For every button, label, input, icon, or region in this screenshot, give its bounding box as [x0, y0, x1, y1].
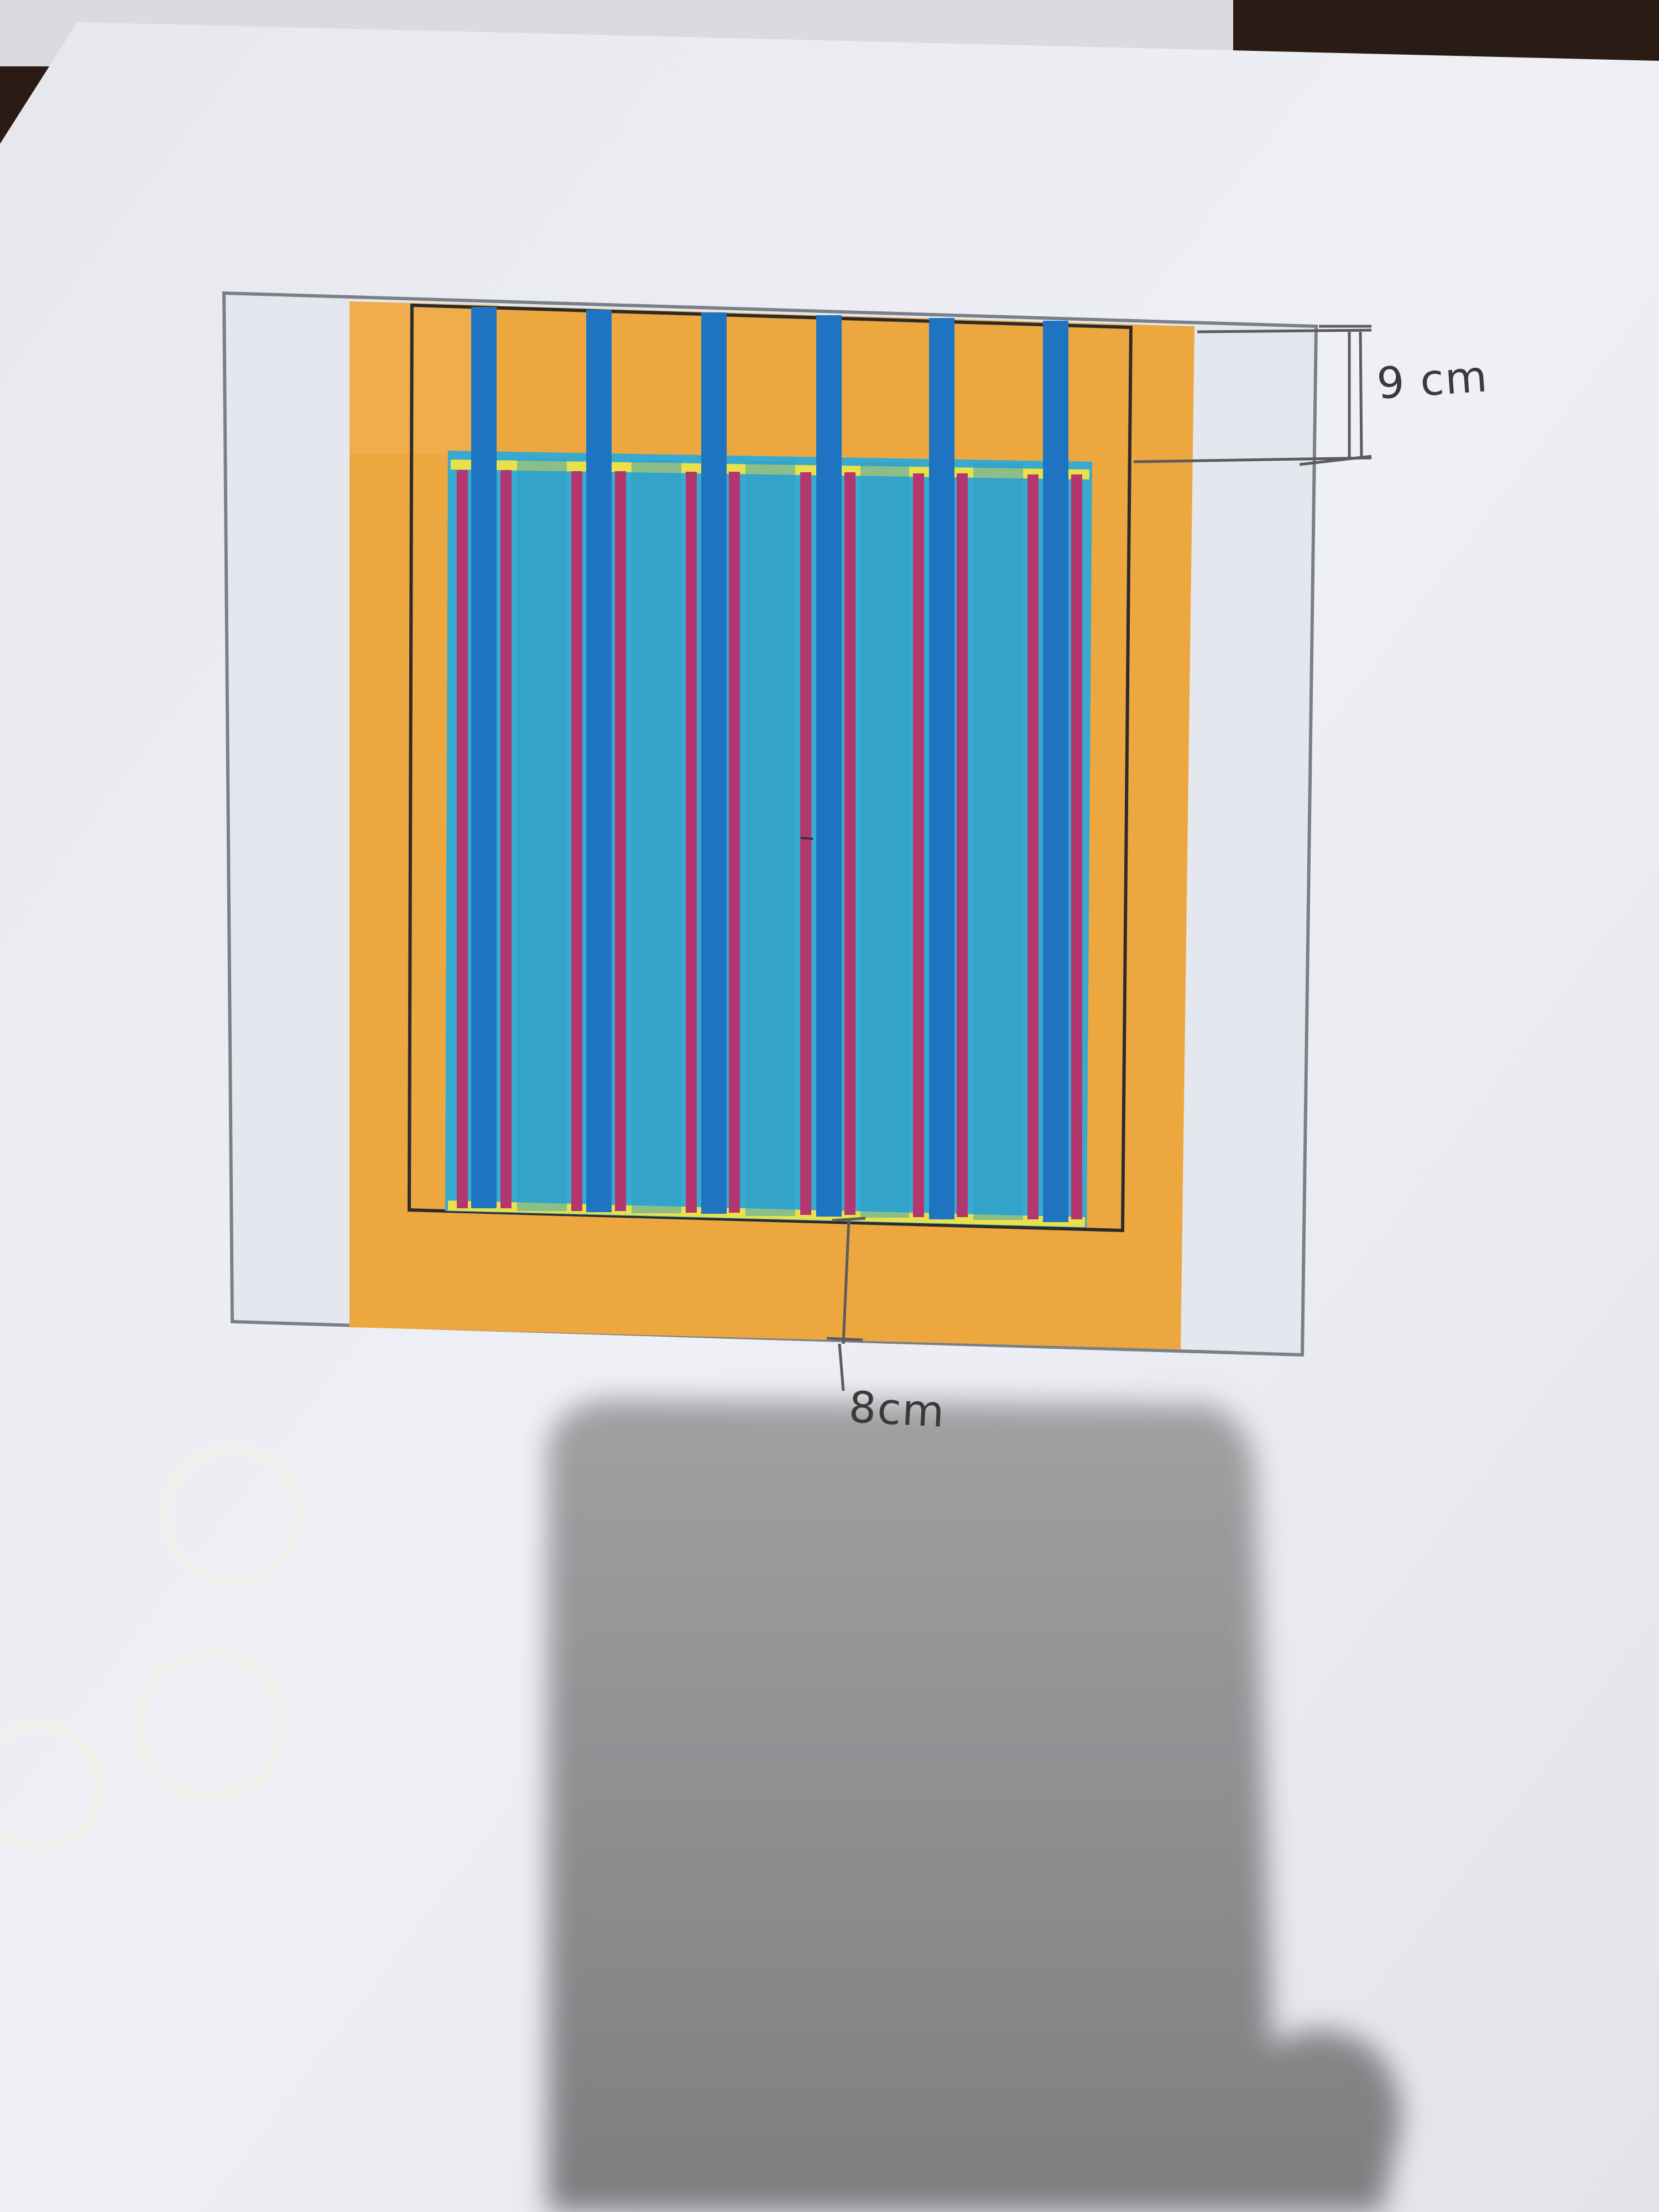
magenta-strip	[571, 471, 582, 1211]
bottom-gap-annotation: 8cm	[847, 1383, 947, 1438]
blue-strip	[471, 307, 497, 1208]
magenta-strip	[686, 472, 697, 1213]
magenta-strips	[457, 470, 1082, 1219]
magenta-strip	[800, 472, 811, 1215]
blue-strip	[816, 315, 842, 1217]
orange-highlight	[349, 301, 498, 453]
magenta-strip	[457, 470, 468, 1208]
magenta-strip	[500, 470, 512, 1208]
magenta-strip	[957, 473, 968, 1217]
hand-shadow	[547, 1399, 1401, 2212]
magenta-strip	[1071, 474, 1082, 1219]
top-gap-annotation: 9 cm	[1375, 352, 1490, 409]
magenta-strip	[615, 471, 626, 1211]
center-tick	[800, 837, 813, 840]
cyan-block-shading	[517, 459, 1023, 1220]
magenta-strip	[1027, 474, 1039, 1219]
blue-strip	[701, 312, 727, 1214]
blue-strip	[929, 318, 954, 1219]
inner-outline	[407, 303, 1133, 1233]
bottom-dimension	[826, 1217, 866, 1391]
magenta-strip	[729, 472, 740, 1213]
magenta-strip	[844, 472, 855, 1215]
show-through-marks	[0, 1443, 304, 1853]
blue-strips	[471, 307, 1068, 1222]
top-dimension	[1133, 325, 1372, 466]
blue-strip	[1043, 321, 1068, 1222]
blue-strip	[586, 310, 612, 1212]
magenta-strip	[913, 473, 924, 1217]
